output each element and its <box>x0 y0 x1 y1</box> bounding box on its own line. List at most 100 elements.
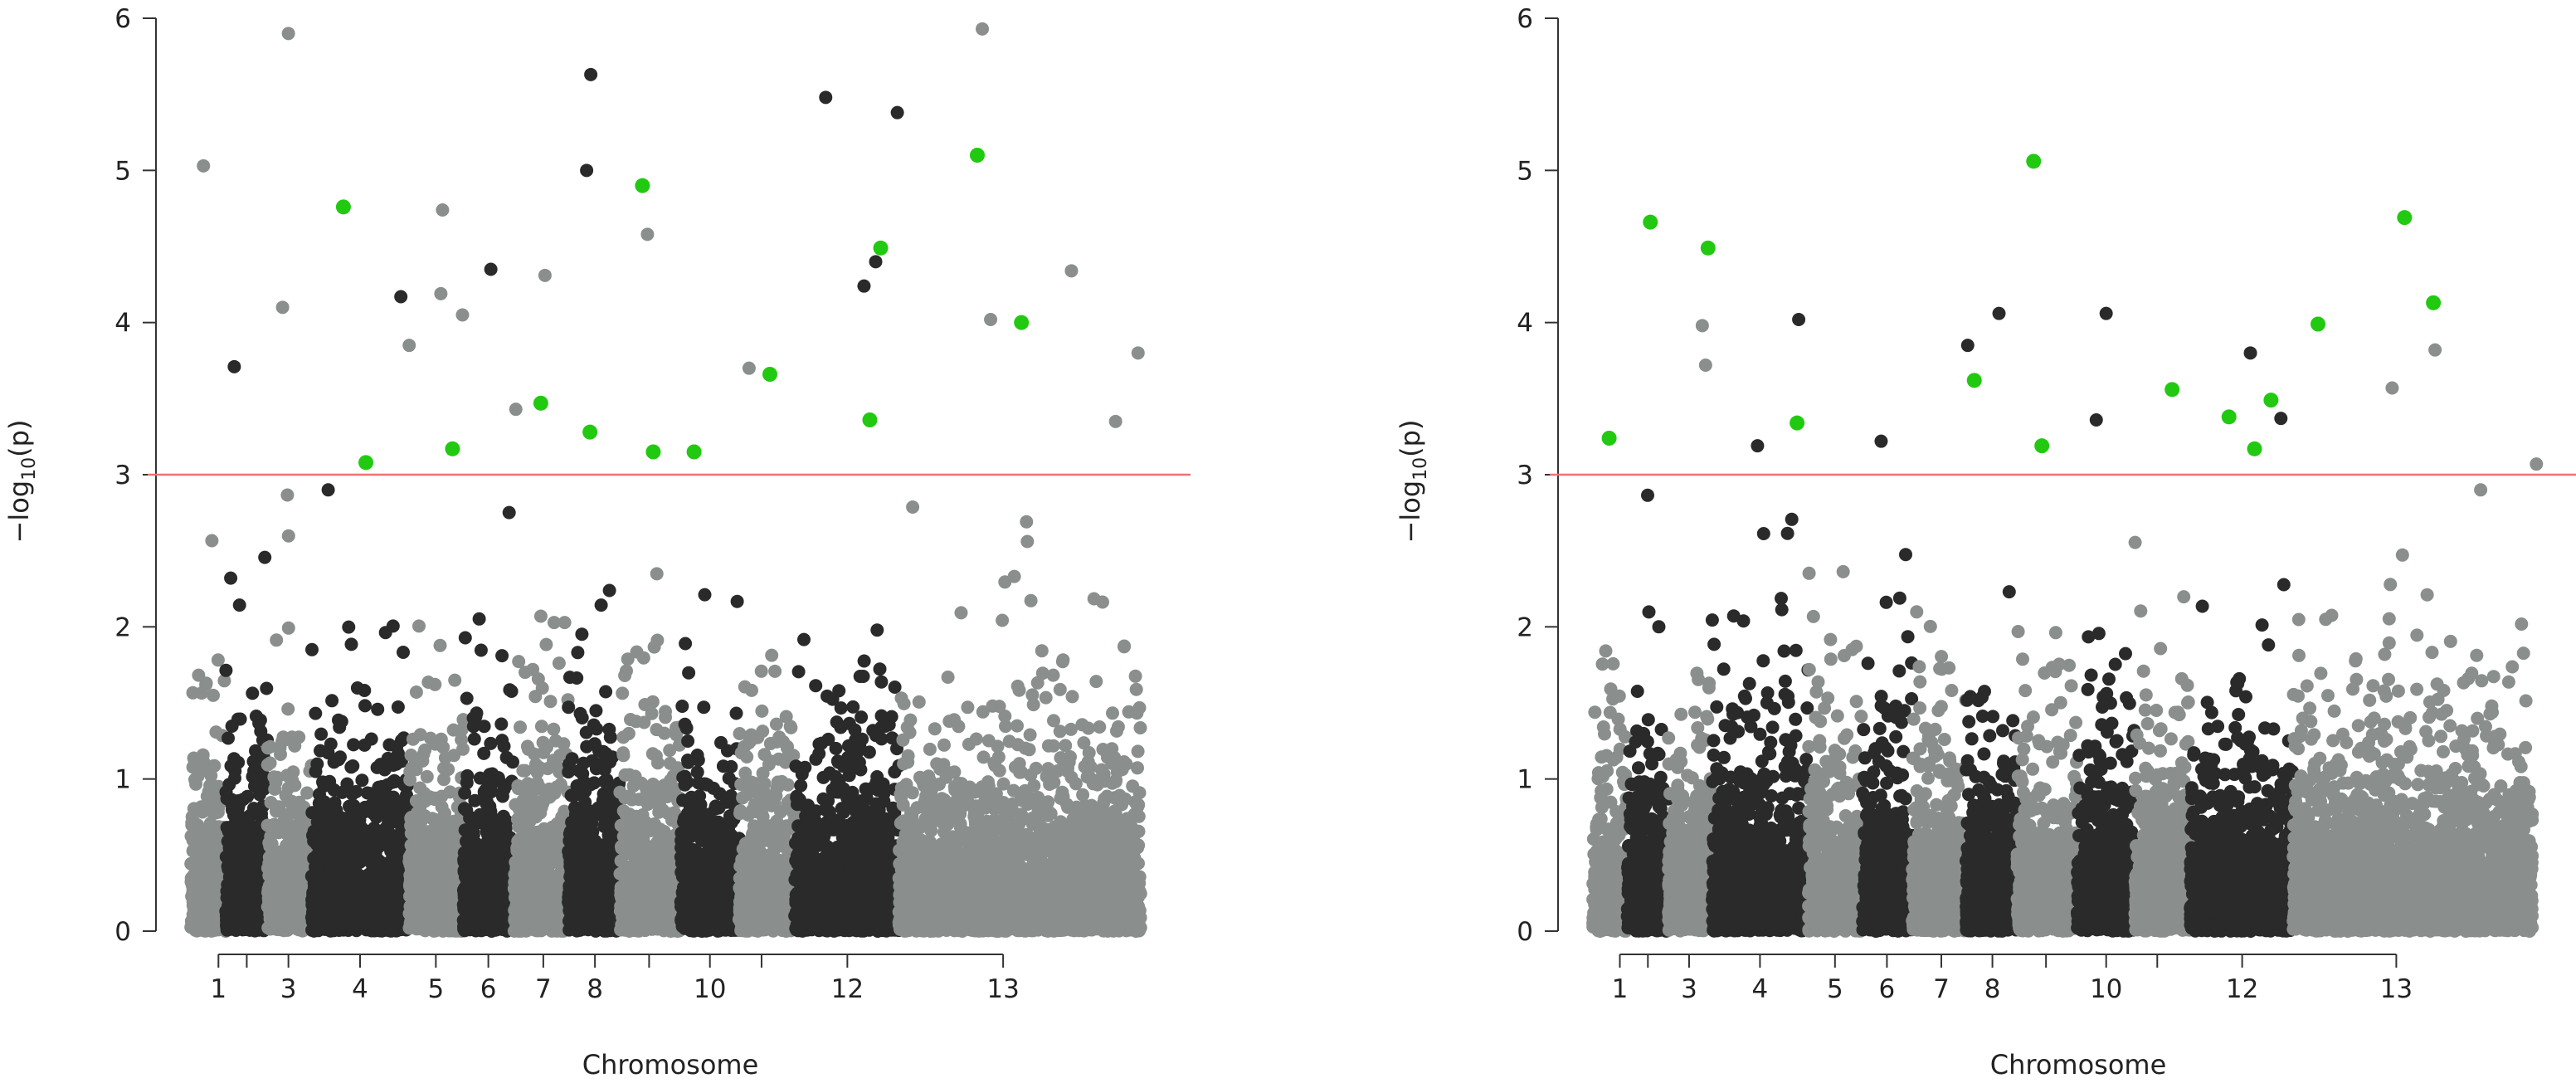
snp-point <box>343 896 358 910</box>
snp-point <box>456 742 470 756</box>
snp-point <box>428 677 442 691</box>
snp-point <box>335 844 348 858</box>
snp-point <box>492 773 506 788</box>
snp-point <box>334 750 347 764</box>
snp-point <box>562 700 576 715</box>
snp-point <box>577 756 591 770</box>
snp-point <box>542 859 556 873</box>
y-tick-label: 4 <box>114 309 131 339</box>
snp-point <box>397 646 410 659</box>
snp-point <box>516 867 530 881</box>
snp-point <box>232 598 246 612</box>
snp-point <box>427 793 441 807</box>
snp-point <box>533 915 548 929</box>
snp-point <box>280 807 295 822</box>
snp-point <box>184 871 198 885</box>
snp-point <box>306 905 319 920</box>
snp-point <box>570 837 584 851</box>
snp-point <box>198 912 212 926</box>
snp-point <box>482 905 496 919</box>
snp-point <box>440 813 454 827</box>
snp-point <box>460 803 474 817</box>
snp-point <box>442 854 456 868</box>
snp-point <box>573 706 587 720</box>
snp-point <box>314 744 327 758</box>
snp-point <box>583 839 597 853</box>
snp-point <box>534 720 548 734</box>
snp-point <box>361 908 374 922</box>
snp-point <box>230 821 244 835</box>
snp-point <box>195 855 209 869</box>
snp-point <box>292 897 306 911</box>
snp-point <box>210 835 224 849</box>
snp-point <box>340 777 354 791</box>
snp-point <box>186 685 200 700</box>
snp-point <box>472 612 486 626</box>
snp-point <box>584 804 598 818</box>
snp-point <box>571 864 585 878</box>
snp-point <box>469 846 483 861</box>
snp-point <box>603 730 617 744</box>
snp-point <box>438 751 452 765</box>
snp-point <box>659 705 672 719</box>
snp-point <box>283 881 297 895</box>
snp-point <box>342 620 356 634</box>
snp-point <box>441 900 455 915</box>
snp-point <box>219 663 233 677</box>
snp-point <box>597 787 611 801</box>
snp-point <box>270 877 285 891</box>
snp-point <box>515 847 529 861</box>
snp-point <box>292 795 306 809</box>
snp-point <box>191 818 205 832</box>
snp-point <box>187 900 201 915</box>
snp-point <box>547 722 561 736</box>
snp-point <box>270 633 284 647</box>
snp-point <box>367 920 380 934</box>
snp-point <box>586 871 600 885</box>
y-tick-label: 5 <box>114 156 131 186</box>
snp-point <box>461 919 475 933</box>
snp-point <box>519 666 532 680</box>
snp-point <box>280 839 294 853</box>
snp-point <box>266 821 280 835</box>
snp-point <box>187 751 201 765</box>
snp-point <box>198 763 212 778</box>
snp-point <box>202 784 216 798</box>
snp-point <box>520 915 534 929</box>
snp-point <box>371 702 385 716</box>
snp-point <box>280 488 295 502</box>
snp-point <box>565 815 579 829</box>
snp-point <box>545 820 559 834</box>
snp-point <box>396 797 410 811</box>
snp-point <box>231 859 245 872</box>
snp-point <box>590 722 604 736</box>
snp-point <box>344 637 358 651</box>
snp-point <box>565 752 579 766</box>
snp-point <box>499 814 514 828</box>
snp-point <box>186 833 200 847</box>
snp-point <box>368 801 382 815</box>
snp-point <box>261 741 275 755</box>
snp-point <box>460 691 474 705</box>
snp-point <box>390 907 404 921</box>
snp-point <box>289 829 303 843</box>
snp-point <box>506 755 519 769</box>
snp-point <box>205 858 219 872</box>
snp-point <box>281 702 295 716</box>
snp-point <box>602 583 616 598</box>
snp-point <box>260 681 274 695</box>
snp-point <box>202 826 217 840</box>
snp-point <box>387 876 401 890</box>
snp-point <box>495 649 509 663</box>
snp-point <box>381 801 395 815</box>
snp-point <box>616 804 631 818</box>
snp-point <box>445 831 459 844</box>
snp-point <box>423 916 437 930</box>
snp-point <box>448 673 462 687</box>
y-tick-label: 3 <box>114 461 131 490</box>
snp-point <box>228 906 242 920</box>
snp-point <box>227 876 241 890</box>
snp-point <box>227 752 241 766</box>
snp-point <box>233 712 247 726</box>
